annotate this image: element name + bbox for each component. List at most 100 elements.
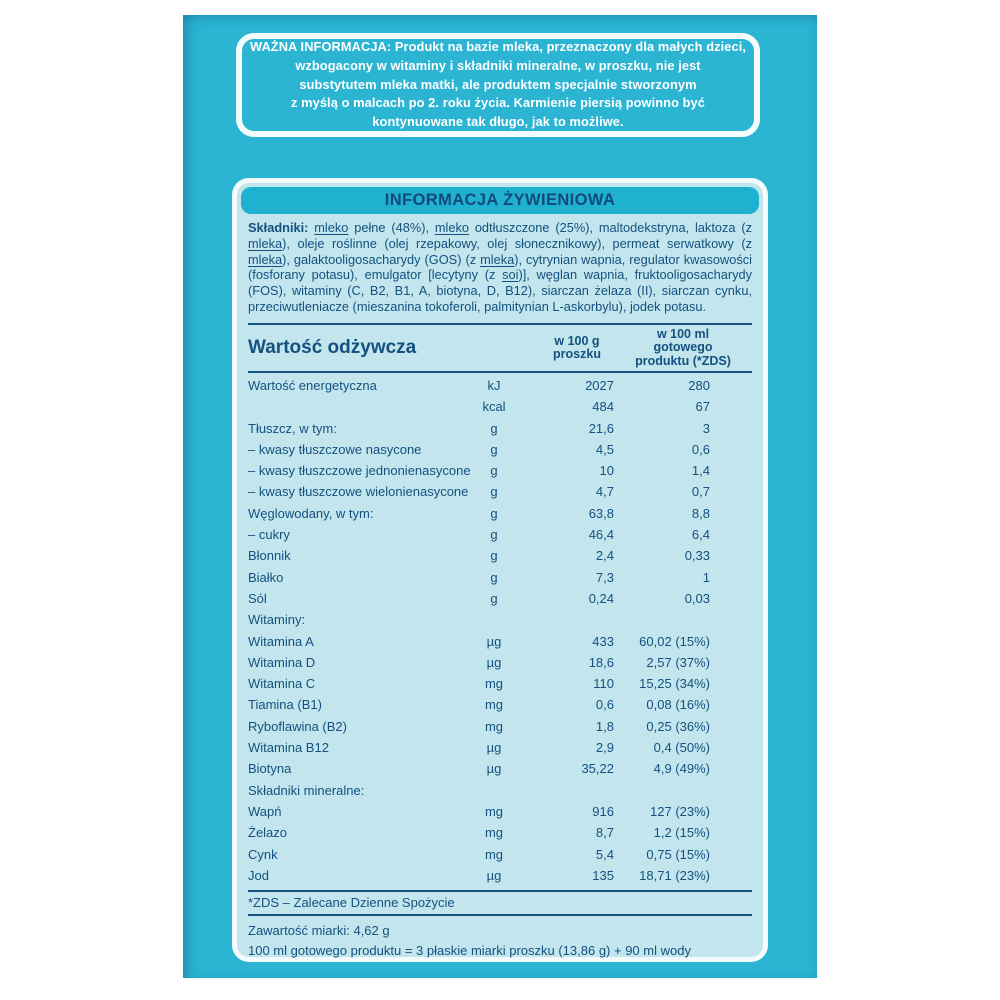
table-row: Sól g 0,24 0,03 — [248, 588, 752, 609]
table-cell-unit: g — [490, 441, 498, 457]
table-cell-ml: 0,75 (15%) — [646, 846, 710, 862]
table-cell-g: 433 — [592, 633, 614, 649]
table-cell-unit: µg — [486, 867, 502, 883]
nutrition-table: Wartość odżywcza w 100 g proszku w 100 m… — [248, 323, 752, 960]
ingredients-paragraph: Składniki: mleko pełne (48%), mleko odtł… — [248, 220, 752, 315]
table-cell-pad — [710, 801, 752, 822]
table-cell-label: Jod — [248, 867, 269, 883]
table-cell-ml: 8,8 — [691, 505, 710, 521]
table-row: Wapń mg 916 127 (23%) — [248, 801, 752, 822]
table-cell-g: 4,7 — [595, 484, 614, 500]
table-row: – cukry g 46,4 6,4 — [248, 524, 752, 545]
table-row: – kwasy tłuszczowe jednonienasycone g 10 1,… — [248, 460, 752, 481]
table-cell-label: Witamina B12 — [248, 740, 329, 756]
table-cell-g: 46,4 — [588, 527, 614, 543]
table-cell-ml: 15,25 (34%) — [639, 676, 710, 692]
allergen-text: mleko — [434, 220, 469, 235]
table-cell-g: 0,6 — [595, 697, 614, 713]
table-cell-unit: g — [490, 548, 498, 564]
table-cell-g: 484 — [592, 399, 614, 415]
table-row: Białko g 7,3 1 — [248, 567, 752, 588]
table-cell-ml: 0,4 (50%) — [653, 740, 710, 756]
table-cell-unit: g — [490, 527, 498, 543]
column-header-100g: w 100 g proszku — [553, 333, 601, 361]
ingredient-text: )], węglan wapnia, fruktooligosacharydy … — [248, 267, 752, 314]
table-cell-label: Białko — [248, 569, 284, 585]
table-row: Witamina A µg 433 60,02 (15%) — [248, 631, 752, 652]
table-cell-g: 0,24 — [588, 590, 614, 606]
table-row: kcal 484 67 — [248, 396, 752, 417]
table-row: – kwasy tłuszczowe nasycone g 4,5 0,6 — [248, 439, 752, 460]
nutrition-header-bar: INFORMACJA ŻYWIENIOWA — [241, 187, 759, 214]
table-section-row: Składniki mineralne: — [248, 780, 752, 801]
nutrition-panel: INFORMACJA ŻYWIENIOWA Składniki: mleko p… — [232, 178, 768, 962]
table-cell-g: 10 — [599, 463, 614, 479]
table-cell-ml: 0,25 (36%) — [646, 718, 710, 734]
table-cell-label: – kwasy tłuszczowe nasycone — [248, 441, 422, 457]
table-cell-unit: g — [490, 569, 498, 585]
table-cell-pad — [710, 588, 752, 609]
table-cell-unit: kJ — [487, 378, 501, 393]
table-cell-ml: 280 — [688, 378, 710, 393]
table-cell-g: 63,8 — [588, 505, 614, 521]
allergen-text: mleka — [480, 251, 515, 267]
table-cell-pad — [710, 694, 752, 715]
ingredient-text: odtłuszczone (25%), maltodekstryna, lakt… — [469, 220, 752, 235]
table-row: Wartość energetyczna kJ 2027 280 — [248, 375, 752, 396]
footer-notes: Zawartość miarki: 4,62 g 100 ml gotowego… — [248, 916, 752, 960]
ingredient-text: ), oleje roślinne (olej rzepakowy, olej … — [282, 235, 752, 251]
table-cell-ml: 0,03 — [684, 590, 710, 606]
table-cell-g: 110 — [593, 676, 614, 692]
table-cell-pad — [710, 375, 752, 396]
table-row: Żelazo mg 8,7 1,2 (15%) — [248, 822, 752, 843]
table-row: – kwasy tłuszczowe wielonienasycone g 4,7 0… — [248, 481, 752, 502]
table-row: Jod µg 135 18,71 (23%) — [248, 865, 752, 886]
table-cell-unit: g — [490, 590, 498, 606]
table-cell-ml: 60,02 (15%) — [639, 633, 710, 649]
table-cell-g: 1,8 — [595, 718, 614, 734]
table-cell-label: – kwasy tłuszczowe jednonienasycone — [248, 463, 471, 479]
table-cell-ml: 2,57 (37%) — [646, 654, 710, 670]
table-cell-unit: µg — [486, 633, 502, 649]
table-cell-pad — [710, 631, 752, 652]
table-cell-ml: 1,2 (15%) — [653, 825, 710, 841]
column-header-100ml: w 100 ml gotowego produktu (*ZDS) — [635, 326, 731, 368]
table-title: Wartość odżywcza — [248, 337, 417, 358]
table-cell-ml: 1 — [702, 569, 710, 585]
table-cell-ml: 0,6 — [691, 441, 710, 457]
table-cell-unit: µg — [486, 761, 502, 777]
table-cell-label: Witamina A — [248, 633, 314, 649]
table-cell-pad — [710, 758, 752, 779]
table-cell-ml: 1,4 — [691, 463, 710, 479]
allergen-text: mleko — [314, 220, 349, 235]
table-row: Węglowodany, w tym: g 63,8 8,8 — [248, 503, 752, 524]
table-cell-pad — [710, 567, 752, 588]
table-cell-label: Żelazo — [248, 825, 288, 841]
table-cell-pad — [710, 524, 752, 545]
table-cell-unit: µg — [486, 654, 502, 670]
table-cell-g: 135 — [592, 867, 614, 883]
table-cell-ml: 0,08 (16%) — [646, 697, 710, 713]
table-cell-g: 5,4 — [595, 846, 614, 862]
table-cell-pad — [710, 737, 752, 758]
table-cell-unit: mg — [484, 803, 504, 819]
table-cell-pad — [710, 865, 752, 886]
table-cell-pad — [710, 545, 752, 566]
table-row: Witamina C mg 110 15,25 (34%) — [248, 673, 752, 694]
table-cell-pad — [710, 418, 752, 439]
table-cell-unit: µg — [486, 740, 502, 756]
ingredient-text: ), galaktooligosacharydy (GOS) (z — [282, 251, 481, 267]
table-cell-unit: kcal — [482, 399, 506, 415]
allergen-text: mleka — [248, 235, 283, 251]
table-cell-pad — [710, 716, 752, 737]
table-cell-ml: 0,7 — [691, 484, 710, 500]
allergen-text: mleka — [248, 251, 283, 267]
important-info-text: WAŻNA INFORMACJA: Produkt na bazie mleka… — [249, 39, 747, 130]
ingredient-text: pełne (48%), — [348, 220, 435, 235]
table-cell-g: 7,3 — [595, 569, 614, 585]
table-cell-unit: mg — [484, 676, 504, 692]
zds-note: *ZDS – Zalecane Dzienne Spożycie — [248, 890, 752, 917]
table-cell-ml: 6,4 — [691, 527, 710, 543]
ingredient-text: Składniki: — [248, 220, 315, 235]
